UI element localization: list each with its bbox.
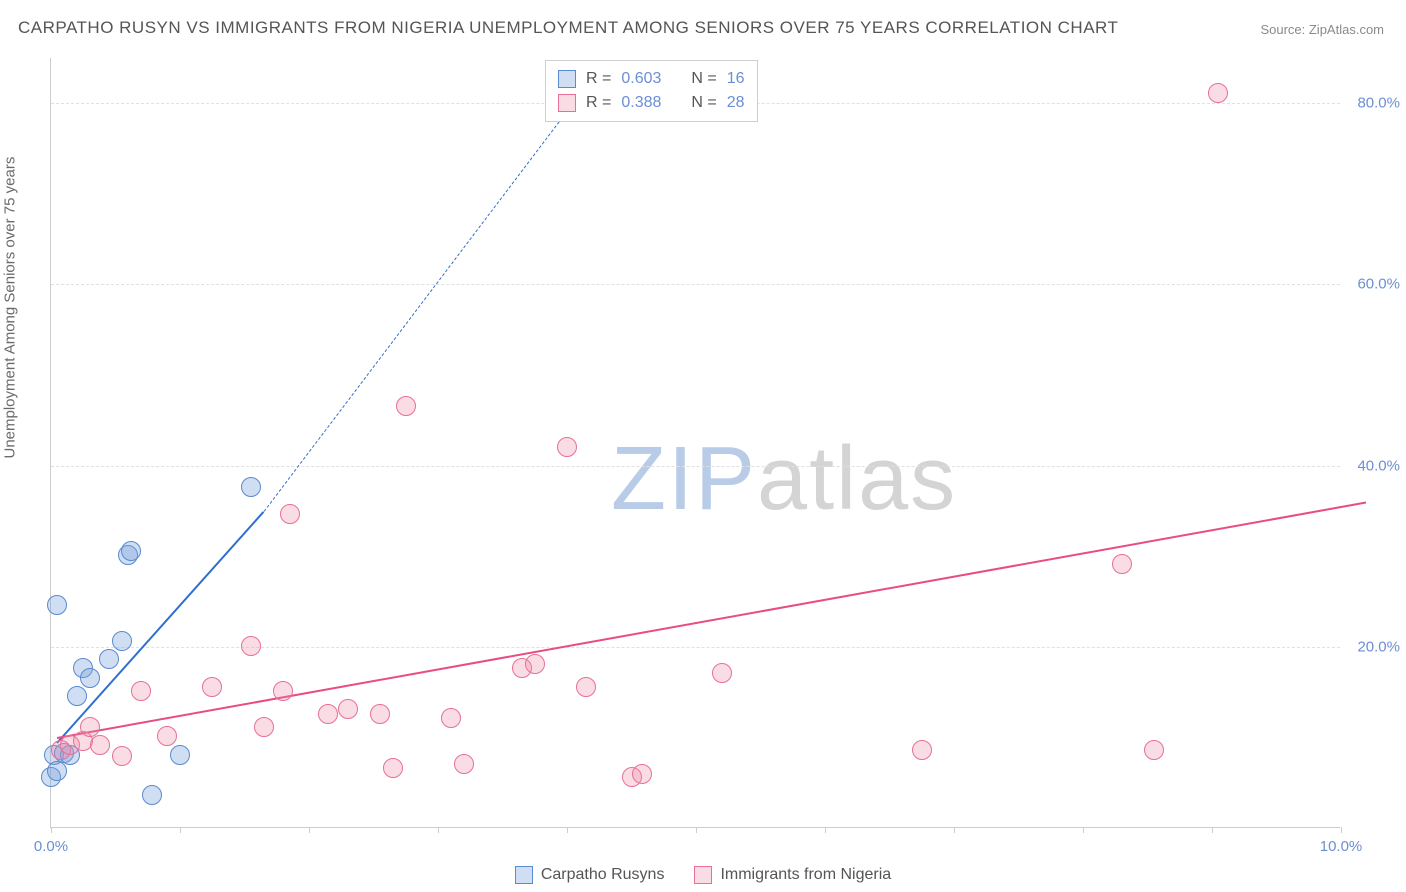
series-swatch (558, 70, 576, 88)
gridline (51, 466, 1340, 467)
source-label: Source: ZipAtlas.com (1260, 22, 1384, 37)
data-point (67, 686, 87, 706)
x-tick (180, 827, 181, 833)
data-point (525, 654, 545, 674)
n-value: 16 (727, 67, 745, 91)
x-tick (438, 827, 439, 833)
stat-row: R = 0.603 N = 16 (558, 67, 745, 91)
data-point (273, 681, 293, 701)
data-point (396, 396, 416, 416)
x-tick-label: 10.0% (1320, 838, 1363, 855)
legend: Carpatho Rusyns Immigrants from Nigeria (0, 866, 1406, 884)
data-point (47, 595, 67, 615)
x-tick (1083, 827, 1084, 833)
trend-line (263, 85, 586, 511)
data-point (280, 504, 300, 524)
x-tick (1341, 827, 1342, 833)
watermark: ZIPatlas (611, 428, 957, 531)
legend-item: Immigrants from Nigeria (694, 866, 891, 884)
data-point (632, 764, 652, 784)
y-axis-label: Unemployment Among Seniors over 75 years (2, 157, 19, 459)
x-tick (954, 827, 955, 833)
r-value: 0.603 (621, 67, 661, 91)
legend-item: Carpatho Rusyns (515, 866, 665, 884)
x-tick (696, 827, 697, 833)
data-point (47, 761, 67, 781)
data-point (112, 631, 132, 651)
r-value: 0.388 (621, 91, 661, 115)
x-tick (567, 827, 568, 833)
data-point (131, 681, 151, 701)
data-point (338, 699, 358, 719)
data-point (90, 735, 110, 755)
data-point (202, 677, 222, 697)
trend-line (57, 502, 1367, 739)
data-point (912, 740, 932, 760)
data-point (318, 704, 338, 724)
stat-row: R = 0.388 N = 28 (558, 91, 745, 115)
data-point (142, 785, 162, 805)
chart-title: CARPATHO RUSYN VS IMMIGRANTS FROM NIGERI… (18, 18, 1118, 38)
data-point (254, 717, 274, 737)
data-point (712, 663, 732, 683)
legend-swatch (515, 866, 533, 884)
data-point (383, 758, 403, 778)
legend-label: Immigrants from Nigeria (720, 866, 891, 884)
data-point (557, 437, 577, 457)
data-point (80, 717, 100, 737)
legend-label: Carpatho Rusyns (541, 866, 665, 884)
n-label: N = (691, 67, 716, 91)
n-label: N = (691, 91, 716, 115)
plot-area: ZIPatlas 20.0%40.0%60.0%80.0%0.0%10.0% (50, 58, 1340, 828)
n-value: 28 (727, 91, 745, 115)
data-point (1112, 554, 1132, 574)
y-tick-label: 40.0% (1357, 457, 1400, 474)
correlation-stats-box: R = 0.603 N = 16 R = 0.388 N = 28 (545, 60, 758, 122)
x-tick (309, 827, 310, 833)
series-swatch (558, 94, 576, 112)
y-tick-label: 60.0% (1357, 276, 1400, 293)
data-point (576, 677, 596, 697)
gridline (51, 284, 1340, 285)
legend-swatch (694, 866, 712, 884)
data-point (370, 704, 390, 724)
data-point (112, 746, 132, 766)
x-tick (1212, 827, 1213, 833)
y-tick-label: 80.0% (1357, 95, 1400, 112)
data-point (80, 668, 100, 688)
data-point (1208, 83, 1228, 103)
data-point (241, 636, 261, 656)
data-point (170, 745, 190, 765)
data-point (99, 649, 119, 669)
data-point (241, 477, 261, 497)
x-tick (51, 827, 52, 833)
data-point (157, 726, 177, 746)
y-tick-label: 20.0% (1357, 638, 1400, 655)
data-point (121, 541, 141, 561)
data-point (1144, 740, 1164, 760)
r-label: R = (586, 91, 611, 115)
r-label: R = (586, 67, 611, 91)
trend-line (57, 511, 265, 743)
x-tick (825, 827, 826, 833)
data-point (454, 754, 474, 774)
x-tick-label: 0.0% (34, 838, 68, 855)
data-point (441, 708, 461, 728)
